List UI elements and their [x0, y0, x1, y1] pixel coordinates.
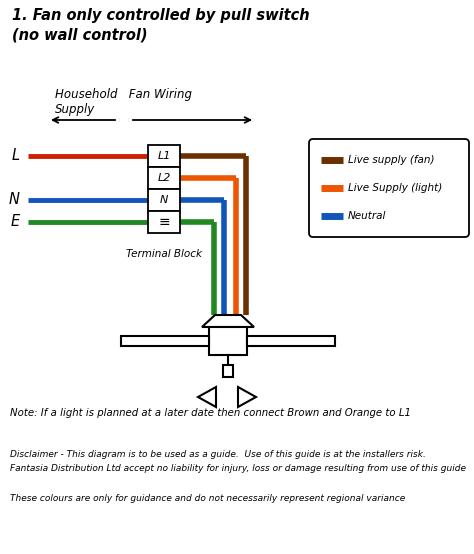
Text: Disclaimer - This diagram is to be used as a guide.  Use of this guide is at the: Disclaimer - This diagram is to be used …: [10, 450, 426, 459]
Text: Fantasia Distribution Ltd accept no liability for injury, loss or damage resulti: Fantasia Distribution Ltd accept no liab…: [10, 464, 466, 473]
Text: Note: If a light is planned at a later date then connect Brown and Orange to L1: Note: If a light is planned at a later d…: [10, 408, 411, 418]
Polygon shape: [238, 387, 256, 407]
Polygon shape: [198, 387, 216, 407]
Bar: [148, 211, 180, 233]
Text: L1: L1: [157, 151, 171, 161]
Text: N: N: [160, 195, 168, 205]
Text: L2: L2: [157, 173, 171, 183]
Text: ≡: ≡: [158, 215, 170, 229]
Bar: [223, 365, 233, 377]
Text: Live supply (fan): Live supply (fan): [348, 155, 435, 165]
Bar: [148, 167, 180, 189]
Text: L: L: [12, 148, 20, 163]
Text: Neutral: Neutral: [348, 211, 386, 221]
Bar: [148, 145, 180, 167]
Polygon shape: [202, 315, 254, 327]
Text: 1. Fan only controlled by pull switch: 1. Fan only controlled by pull switch: [12, 8, 310, 23]
Bar: [121, 336, 209, 346]
Text: (no wall control): (no wall control): [12, 28, 147, 43]
Text: Household   Fan Wiring: Household Fan Wiring: [55, 88, 192, 101]
Bar: [148, 189, 180, 211]
Text: Live Supply (light): Live Supply (light): [348, 183, 442, 193]
Bar: [247, 336, 335, 346]
Text: Supply: Supply: [55, 103, 95, 116]
Text: Terminal Block: Terminal Block: [126, 249, 202, 259]
Text: E: E: [11, 214, 20, 229]
Text: N: N: [9, 192, 20, 208]
FancyBboxPatch shape: [309, 139, 469, 237]
Bar: [209, 327, 247, 355]
Text: These colours are only for guidance and do not necessarily represent regional va: These colours are only for guidance and …: [10, 494, 405, 503]
